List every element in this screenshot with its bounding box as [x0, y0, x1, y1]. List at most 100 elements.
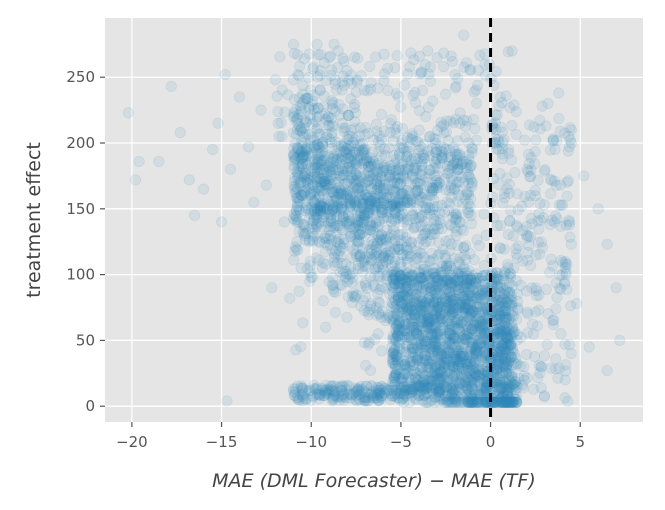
data-point: [427, 293, 440, 305]
data-point: [423, 297, 435, 309]
data-point: [351, 201, 363, 213]
data-point: [469, 396, 481, 408]
data-point: [417, 229, 429, 241]
data-point: [372, 188, 384, 201]
data-point: [364, 224, 376, 236]
data-point: [439, 361, 451, 373]
data-point: [318, 232, 331, 244]
x-tick-label: 5: [575, 433, 585, 451]
data-point: [289, 214, 301, 227]
data-point: [454, 350, 467, 362]
data-point: [313, 216, 325, 228]
data-point: [458, 241, 470, 254]
data-point: [467, 316, 479, 328]
data-point: [478, 208, 490, 220]
data-point: [504, 396, 516, 408]
data-point: [432, 387, 445, 399]
data-point: [353, 236, 365, 248]
data-point: [413, 188, 425, 200]
data-point: [490, 337, 502, 349]
data-point: [357, 227, 369, 239]
plot-background: [105, 18, 643, 422]
data-point: [317, 211, 329, 223]
data-point: [387, 183, 399, 195]
data-point: [467, 289, 480, 301]
data-point: [426, 328, 438, 340]
data-point: [312, 150, 324, 162]
data-point: [560, 255, 572, 268]
data-point: [538, 199, 550, 211]
data-point: [386, 269, 398, 281]
data-point: [404, 332, 416, 344]
data-point: [287, 38, 300, 50]
data-point: [411, 282, 423, 294]
data-point: [530, 134, 542, 146]
data-point: [348, 290, 361, 302]
data-point: [346, 277, 358, 289]
data-point: [538, 391, 551, 403]
data-point: [417, 316, 429, 328]
data-point: [336, 200, 348, 212]
data-point: [365, 253, 378, 266]
data-point: [538, 349, 551, 362]
data-point: [371, 167, 383, 179]
data-point: [452, 359, 464, 371]
data-point: [401, 367, 413, 379]
data-point: [408, 309, 421, 321]
data-point: [554, 269, 566, 281]
data-point: [441, 375, 453, 388]
data-point: [474, 396, 486, 408]
data-point: [499, 301, 512, 314]
data-point: [471, 293, 483, 305]
data-point: [417, 338, 429, 350]
data-point: [445, 182, 457, 194]
data-point: [360, 359, 372, 371]
data-point: [475, 272, 487, 284]
data-point: [501, 286, 514, 298]
data-point: [380, 314, 392, 327]
data-point: [269, 74, 281, 86]
data-point: [310, 218, 322, 230]
data-point: [495, 396, 507, 408]
data-point: [476, 284, 488, 297]
data-point: [294, 180, 306, 192]
data-point: [352, 216, 364, 228]
data-point: [466, 379, 478, 391]
data-point: [315, 155, 327, 167]
data-point: [352, 155, 364, 167]
data-point: [437, 260, 449, 272]
data-point: [420, 304, 432, 317]
data-point: [413, 124, 425, 136]
data-point: [360, 279, 372, 292]
data-point: [502, 143, 515, 156]
data-point: [255, 104, 267, 116]
data-point: [348, 175, 361, 187]
data-point: [372, 288, 384, 300]
data-point: [465, 396, 477, 408]
data-point: [497, 361, 509, 373]
data-point: [386, 390, 398, 402]
data-point: [318, 177, 330, 190]
data-point: [290, 128, 302, 140]
data-point: [306, 99, 318, 111]
data-point: [460, 328, 473, 340]
data-point: [341, 65, 353, 77]
data-point: [498, 396, 510, 408]
data-point: [293, 195, 305, 207]
data-point: [289, 171, 301, 184]
data-point: [330, 245, 342, 257]
data-point: [363, 161, 375, 173]
data-point: [306, 140, 318, 152]
data-point: [398, 325, 410, 337]
data-point: [337, 265, 349, 277]
data-point: [333, 220, 346, 232]
data-point: [468, 86, 480, 98]
data-point: [414, 271, 426, 283]
data-point: [275, 117, 287, 129]
data-point: [460, 240, 472, 252]
data-point: [419, 227, 431, 239]
data-point: [297, 187, 310, 199]
data-point: [407, 89, 419, 102]
data-point: [385, 114, 398, 126]
data-point: [323, 232, 335, 245]
